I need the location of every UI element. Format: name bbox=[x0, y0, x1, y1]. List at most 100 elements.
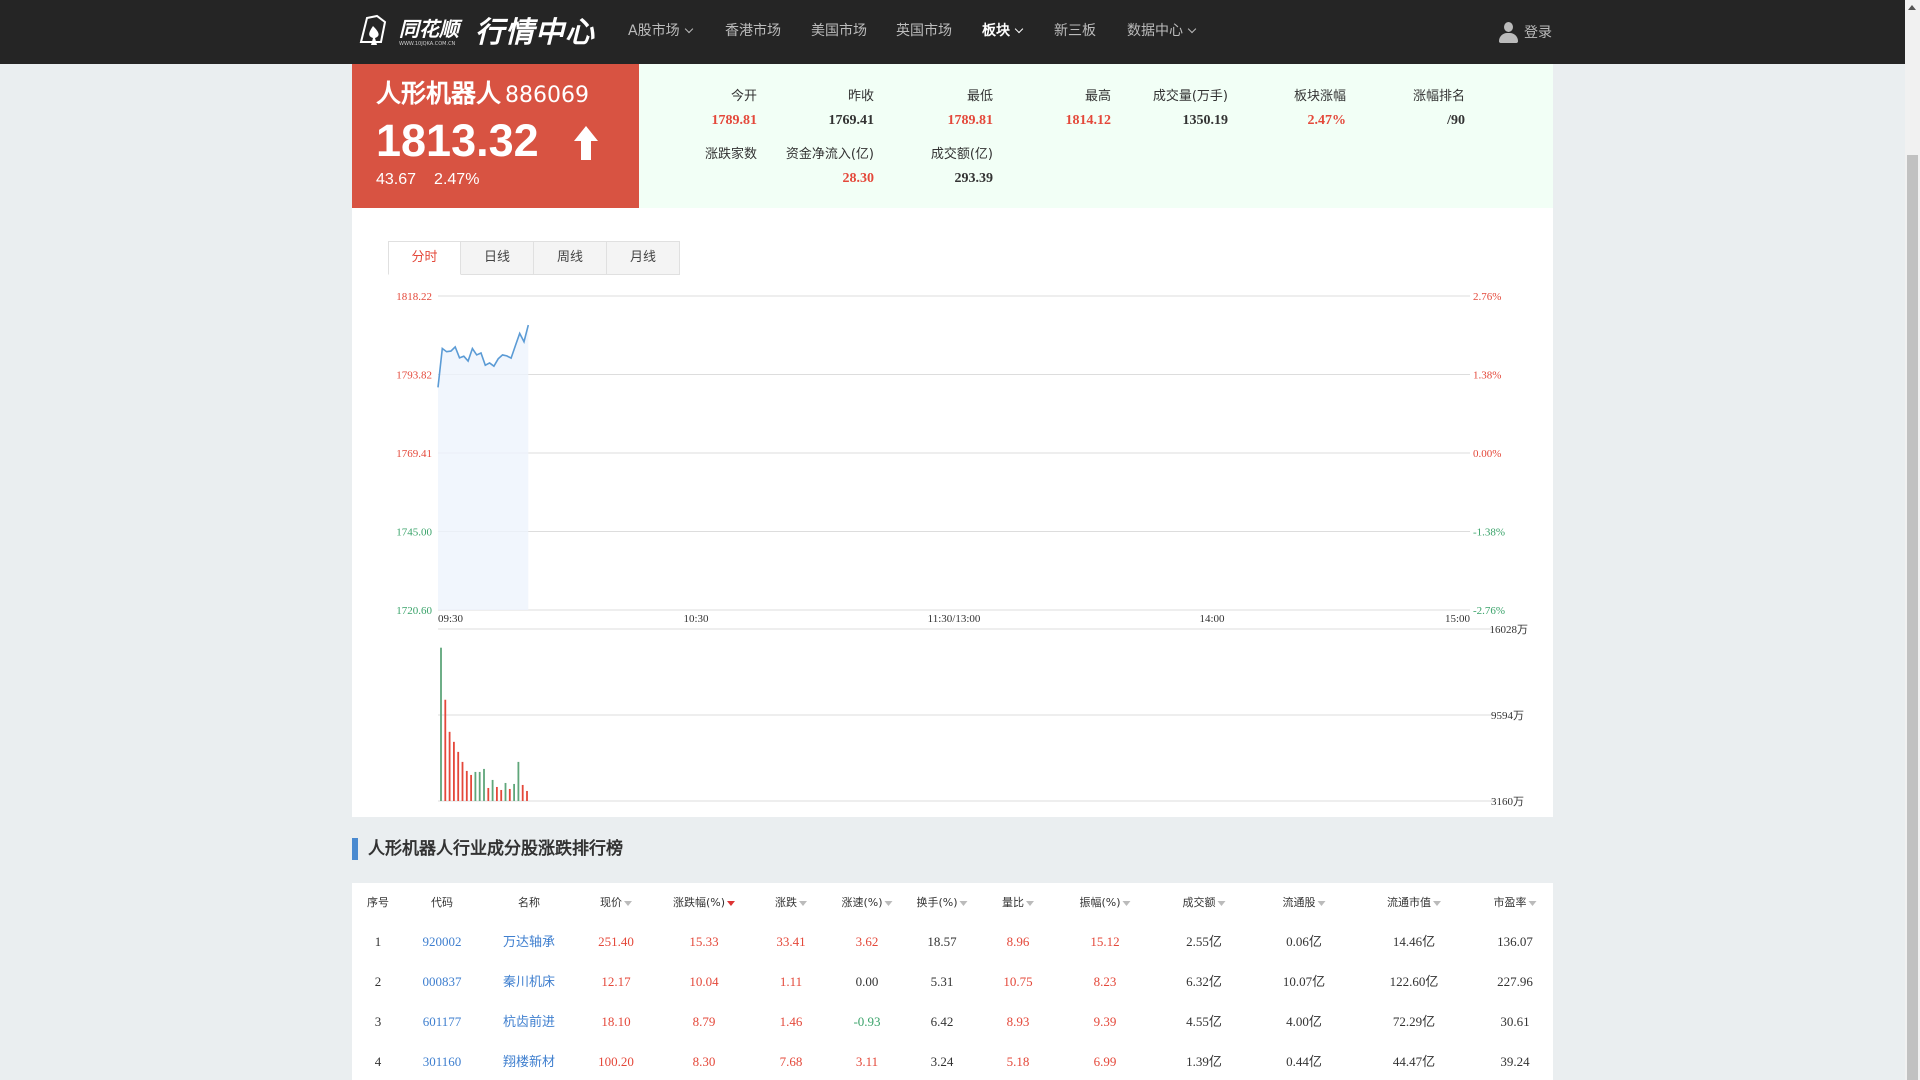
stat-label: 成交量(万手) bbox=[1152, 89, 1228, 104]
sort-arrow-icon[interactable] bbox=[1122, 900, 1131, 906]
nav-us[interactable]: 美国市场 bbox=[811, 0, 867, 64]
stock-name-link[interactable]: 杭齿前进 bbox=[502, 1014, 556, 1029]
tab-monthly[interactable]: 月线 bbox=[607, 241, 680, 275]
column-label: 换手(%) bbox=[916, 896, 958, 909]
amount: 1.39亿 bbox=[1186, 1054, 1222, 1069]
stock-code-link[interactable]: 601177 bbox=[422, 1014, 462, 1029]
column-label: 量比 bbox=[1002, 896, 1024, 909]
sort-arrow-icon[interactable] bbox=[799, 900, 807, 906]
float-shares: 0.44亿 bbox=[1286, 1054, 1322, 1069]
stock-code-link[interactable]: 301160 bbox=[422, 1054, 462, 1069]
stock-code-link[interactable]: 920002 bbox=[422, 934, 462, 949]
volume-tick-label: 3160万 bbox=[1491, 796, 1524, 808]
sort-arrow-icon[interactable] bbox=[1528, 900, 1537, 906]
sort-arrow-icon[interactable] bbox=[1317, 900, 1326, 906]
column-header[interactable]: 流通市值 bbox=[1387, 895, 1441, 911]
price-area bbox=[438, 325, 529, 610]
logo-brand-block: 同花顺 WWW.10JQKA.COM.CN bbox=[399, 17, 459, 48]
logo-url: WWW.10JQKA.COM.CN bbox=[399, 40, 456, 47]
column-label: 名称 bbox=[518, 896, 540, 909]
nav-hongkong[interactable]: 香港市场 bbox=[725, 0, 781, 64]
tab-daily[interactable]: 日线 bbox=[461, 241, 534, 275]
scroll-up-arrow-icon[interactable] bbox=[1908, 5, 1916, 10]
stock-code-link[interactable]: 000837 bbox=[422, 974, 462, 989]
volume-bar bbox=[496, 786, 498, 801]
volume-tick-label: 16028万 bbox=[1490, 624, 1529, 636]
column-header[interactable]: 量比 bbox=[1002, 895, 1034, 911]
stat-label: 板块涨幅 bbox=[1293, 89, 1346, 104]
nav-uk[interactable]: 英国市场 bbox=[896, 0, 952, 64]
login-button[interactable]: 登录 bbox=[1499, 20, 1552, 44]
nav-neeq[interactable]: 新三板 bbox=[1054, 0, 1096, 64]
change-pct: 8.79 bbox=[692, 1014, 716, 1029]
sort-arrow-icon[interactable] bbox=[727, 900, 736, 906]
sort-arrow-icon[interactable] bbox=[1026, 900, 1034, 906]
y-pct-tick-label: 2.76% bbox=[1473, 291, 1501, 303]
stat-label: 最低 bbox=[966, 89, 993, 104]
logo-title: 行情中心 bbox=[475, 15, 596, 49]
float-shares: 10.07亿 bbox=[1282, 974, 1326, 989]
stats-panel: 今开 1789.81 昨收 1769.41 最低 1789.81 最高 1814.12 成交量(… bbox=[639, 64, 1553, 208]
volume-bar bbox=[457, 751, 460, 801]
price: 12.17 bbox=[601, 974, 631, 989]
tab-weekly[interactable]: 周线 bbox=[534, 241, 607, 275]
nav-label: A股市场 bbox=[628, 23, 680, 39]
column-header[interactable]: 涨跌幅(%) bbox=[673, 895, 736, 911]
arrow-up-icon bbox=[574, 126, 598, 160]
row-index: 4 bbox=[374, 1054, 382, 1069]
column-label: 流通股 bbox=[1282, 896, 1316, 909]
column-label: 现价 bbox=[600, 896, 622, 909]
column-header[interactable]: 现价 bbox=[600, 895, 632, 911]
speed: 3.11 bbox=[855, 1054, 879, 1069]
volume-bar bbox=[448, 731, 451, 801]
scrollbar[interactable] bbox=[1905, 0, 1920, 1080]
stat-label: 最高 bbox=[1084, 89, 1111, 104]
column-header[interactable]: 振幅(%) bbox=[1079, 895, 1131, 911]
change: 33.41 bbox=[776, 934, 806, 949]
column-header[interactable]: 换手(%) bbox=[916, 895, 968, 911]
column-header[interactable]: 涨速(%) bbox=[841, 895, 893, 911]
volume-bar bbox=[470, 774, 472, 801]
column-header[interactable]: 成交额 bbox=[1183, 895, 1226, 911]
stock-name-link[interactable]: 秦川机床 bbox=[502, 974, 556, 989]
column-header[interactable]: 流通股 bbox=[1283, 895, 1326, 911]
intraday-chart[interactable]: 1818.22 2.76% 1793.82 1.38% 1769.41 0.00% 1745… bbox=[352, 208, 1553, 817]
scrollbar-thumb[interactable] bbox=[1907, 155, 1918, 1080]
sort-arrow-icon[interactable] bbox=[624, 900, 632, 906]
nav-sector[interactable]: 板块 bbox=[982, 0, 1024, 64]
stat-item: 板块涨幅 2.47% bbox=[1206, 88, 1346, 130]
sector-name-row: 人形机器人 886069 bbox=[376, 78, 589, 110]
nav-a-share[interactable]: A股市场 bbox=[628, 0, 693, 64]
float-cap: 44.47亿 bbox=[1392, 1054, 1436, 1069]
column-header[interactable]: 涨跌 bbox=[775, 895, 807, 911]
stat-item: 今开 1789.81 bbox=[617, 88, 758, 130]
sort-arrow-icon[interactable] bbox=[1217, 900, 1226, 906]
float-cap: 72.29亿 bbox=[1392, 1014, 1436, 1029]
nav-label: 美国市场 bbox=[811, 23, 867, 39]
column-header[interactable]: 市盈率 bbox=[1494, 895, 1537, 911]
stat-item: 最高 1814.12 bbox=[971, 88, 1112, 130]
stat-label: 涨幅排名 bbox=[1412, 89, 1465, 104]
sort-arrow-icon[interactable] bbox=[1433, 900, 1441, 906]
volume-bar bbox=[465, 770, 468, 801]
stat-item: 成交额(亿) 293.39 bbox=[853, 146, 993, 188]
sort-arrow-icon[interactable] bbox=[884, 900, 893, 906]
change-pct: 15.33 bbox=[689, 934, 719, 949]
nav-data-center[interactable]: 数据中心 bbox=[1127, 0, 1197, 64]
ranking-title: 人形机器人行业成分股涨跌排行榜 bbox=[352, 838, 623, 860]
sector-code: 886069 bbox=[505, 83, 589, 108]
column-label: 代码 bbox=[431, 896, 453, 909]
volume-ratio: 8.93 bbox=[1006, 1014, 1030, 1029]
sort-arrow-icon[interactable] bbox=[959, 900, 968, 906]
chevron-down-icon bbox=[1187, 24, 1197, 34]
stock-name-link[interactable]: 万达轴承 bbox=[502, 934, 556, 949]
stock-name-link[interactable]: 翔楼新材 bbox=[502, 1054, 556, 1069]
change-pct: 8.30 bbox=[692, 1054, 716, 1069]
stat-value: 2.47% bbox=[1307, 113, 1347, 128]
stat-label: 今开 bbox=[730, 89, 757, 104]
tab-intraday[interactable]: 分时 bbox=[388, 241, 461, 275]
column-header: 代码 bbox=[431, 895, 453, 911]
logo-brand: 同花顺 bbox=[399, 16, 459, 41]
volume-bar bbox=[453, 741, 455, 801]
logo[interactable]: 同花顺 WWW.10JQKA.COM.CN 行情中心 bbox=[355, 10, 600, 54]
